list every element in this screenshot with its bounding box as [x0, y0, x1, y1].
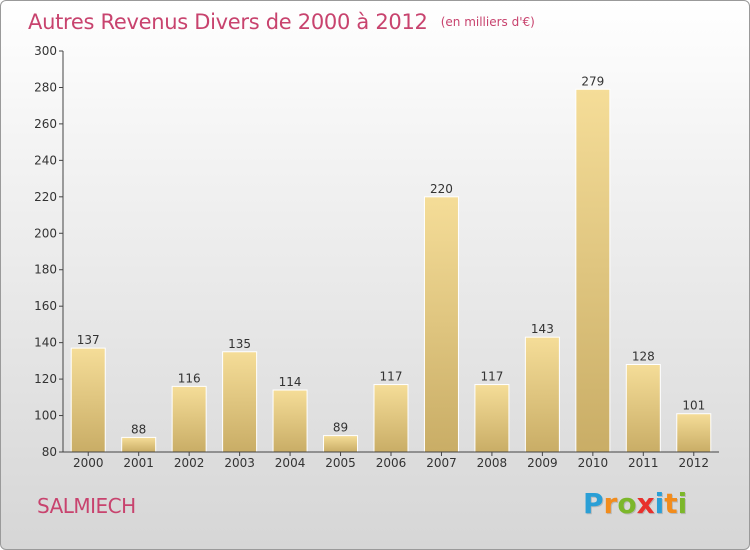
y-tick-label: 80 [42, 445, 57, 459]
x-tick-label: 2009 [527, 456, 558, 470]
data-label: 88 [131, 422, 146, 436]
data-label: 128 [632, 350, 655, 364]
bar [575, 88, 611, 453]
data-label: 117 [380, 370, 403, 384]
bar [676, 413, 712, 453]
x-tick-label: 2012 [678, 456, 709, 470]
data-label: 137 [77, 333, 100, 347]
chart-title: Autres Revenus Divers de 2000 à 2012 (en… [28, 10, 535, 34]
bar [423, 196, 459, 453]
bar [171, 385, 207, 453]
logo-letter: r [603, 487, 618, 520]
y-tick-label: 200 [34, 226, 57, 240]
y-tick-label: 120 [34, 372, 57, 386]
bar [70, 347, 106, 453]
y-tick-label: 300 [34, 44, 57, 58]
y-tick-label: 220 [34, 190, 57, 204]
bar [222, 351, 258, 453]
data-label: 101 [682, 399, 705, 413]
logo-letter: i [654, 487, 665, 520]
bar [373, 384, 409, 453]
logo-letter: x [636, 487, 655, 520]
x-tick-label: 2008 [477, 456, 508, 470]
x-tick-label: 2000 [73, 456, 104, 470]
title-main: Autres Revenus Divers de 2000 à 2012 [28, 10, 428, 34]
x-tick-label: 2010 [578, 456, 609, 470]
data-label: 143 [531, 322, 554, 336]
logo-letter: o [617, 487, 637, 520]
axes-group: 2000 2001 2002 2003 2004 2005 2006 2007 2008 2009… [34, 44, 719, 470]
logo-letter: t [664, 487, 678, 520]
title-unit: (en milliers d'€) [440, 15, 535, 29]
logo-letter: i [677, 487, 688, 520]
bar [524, 336, 560, 453]
y-tick-label: 280 [34, 80, 57, 94]
y-tick-label: 260 [34, 117, 57, 131]
y-tick-label: 240 [34, 153, 57, 167]
bar [474, 384, 510, 453]
data-label: 116 [178, 371, 201, 385]
data-label: 114 [279, 375, 302, 389]
x-tick-label: 2011 [628, 456, 659, 470]
x-tick-label: 2005 [325, 456, 356, 470]
bar [625, 364, 661, 453]
data-label: 279 [581, 74, 604, 88]
x-tick-label: 2003 [224, 456, 255, 470]
y-tick-label: 140 [34, 336, 57, 350]
data-label: 220 [430, 182, 453, 196]
logo-letter: P [583, 487, 604, 520]
commune-name: SALMIECH [37, 494, 136, 518]
bars-group: 137 88 116 135 114 89 117 220 117 143 279 128 101 [70, 74, 712, 453]
x-tick-label: 2006 [376, 456, 407, 470]
bar [323, 435, 359, 453]
y-tick-label: 100 [34, 409, 57, 423]
x-tick-label: 2002 [174, 456, 205, 470]
y-tick-label: 160 [34, 299, 57, 313]
x-tick-label: 2001 [123, 456, 154, 470]
x-tick-label: 2004 [275, 456, 306, 470]
x-tick-label: 2007 [426, 456, 457, 470]
y-tick-label: 180 [34, 263, 57, 277]
data-label: 117 [480, 370, 503, 384]
data-label: 135 [228, 337, 251, 351]
proxiti-logo: Proxiti [583, 487, 687, 520]
bar [121, 436, 157, 453]
data-label: 89 [333, 421, 348, 435]
bar [272, 389, 308, 453]
